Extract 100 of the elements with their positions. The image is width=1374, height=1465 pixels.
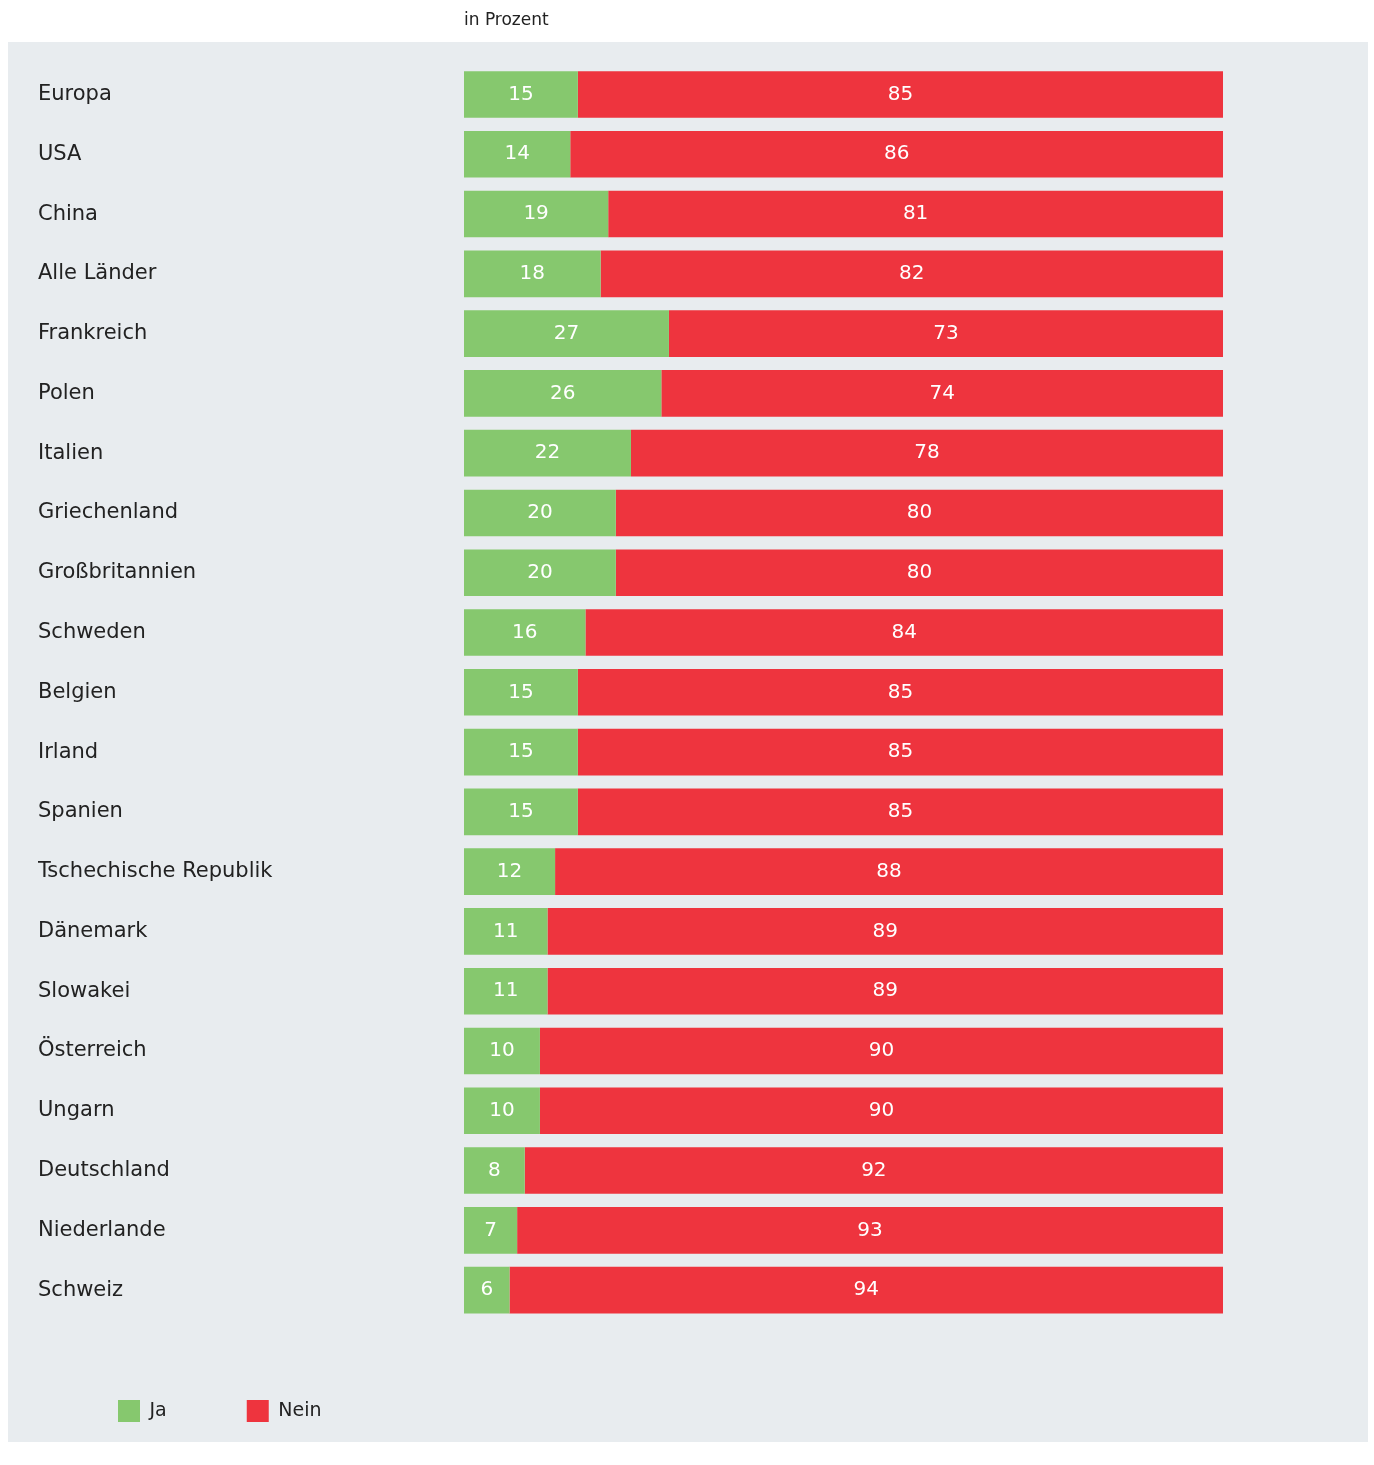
y-tick-label: Deutschland — [38, 1157, 170, 1181]
y-tick-label: Österreich — [38, 1036, 147, 1062]
bar — [464, 370, 662, 417]
bar — [517, 1207, 1223, 1254]
data-label: 86 — [883, 140, 910, 165]
data-label: 15 — [508, 738, 534, 763]
bar — [577, 71, 1223, 118]
bar — [464, 1027, 540, 1075]
y-tick-label: Alle Länder — [38, 260, 157, 285]
bar — [464, 1087, 540, 1135]
bar — [509, 1266, 1223, 1314]
bar — [585, 609, 1223, 656]
y-tick-label: Schweden — [38, 618, 146, 643]
data-label: 90 — [868, 1037, 895, 1062]
data-label: 18 — [519, 260, 546, 285]
y-tick-label: Spanien — [38, 798, 123, 823]
data-label: 22 — [534, 439, 561, 464]
data-label: 11 — [493, 917, 519, 942]
data-label: 89 — [872, 917, 898, 942]
y-tick-label: Niederlande — [38, 1216, 166, 1241]
data-label: 85 — [887, 798, 914, 823]
bar — [464, 728, 578, 776]
data-label: 74 — [929, 379, 955, 404]
bar — [615, 489, 1223, 537]
bar — [464, 130, 571, 178]
bar — [464, 71, 578, 118]
y-tick-label: Ungarn — [38, 1097, 115, 1122]
data-label: 19 — [523, 200, 549, 225]
data-label: 10 — [489, 1037, 515, 1062]
data-label: 15 — [508, 798, 534, 823]
y-tick-label: Schweiz — [38, 1276, 124, 1301]
data-label: 93 — [857, 1216, 883, 1241]
data-label: 84 — [891, 618, 917, 643]
bar — [547, 908, 1223, 955]
bar — [539, 1027, 1223, 1075]
bar — [464, 788, 578, 836]
bar — [577, 728, 1223, 776]
bar — [615, 549, 1223, 597]
bar — [630, 429, 1223, 477]
data-label: 27 — [553, 319, 580, 344]
y-tick-label: Großbritannien — [38, 559, 197, 584]
data-label: 89 — [872, 977, 898, 1002]
data-label: 16 — [511, 618, 538, 643]
data-label: 15 — [508, 678, 534, 703]
bar — [464, 848, 556, 895]
data-label: 81 — [902, 200, 929, 225]
data-label: 80 — [906, 499, 933, 524]
bar — [464, 489, 616, 537]
y-tick-label: Europa — [38, 80, 112, 105]
data-label: 78 — [914, 439, 940, 464]
bar — [464, 908, 548, 955]
y-tick-label: Belgien — [38, 678, 117, 703]
legend-label: Nein — [278, 1397, 322, 1420]
chart-subtitle: in Prozent — [463, 8, 550, 31]
bar — [464, 1147, 525, 1194]
data-label: 73 — [933, 319, 959, 344]
data-label: 26 — [549, 379, 576, 404]
bar — [600, 250, 1223, 298]
data-label: 20 — [527, 499, 553, 524]
data-label: 10 — [489, 1096, 515, 1121]
bar — [577, 668, 1223, 716]
data-label: 15 — [508, 80, 534, 105]
data-label: 85 — [887, 80, 914, 105]
bar — [524, 1147, 1223, 1194]
data-label: 90 — [868, 1096, 895, 1121]
data-label: 94 — [853, 1276, 879, 1301]
bar — [661, 370, 1223, 417]
y-tick-label: Frankreich — [38, 320, 148, 345]
bar — [464, 429, 631, 477]
bar — [668, 310, 1223, 357]
legend-label: Ja — [148, 1397, 167, 1420]
bar — [464, 190, 609, 238]
bar — [608, 190, 1223, 238]
y-tick-label: China — [38, 200, 98, 225]
bar — [464, 609, 586, 656]
y-tick-label: Polen — [38, 379, 95, 404]
y-tick-label: Dänemark — [38, 917, 149, 942]
data-label: 20 — [527, 558, 553, 583]
data-label: 85 — [887, 678, 914, 703]
y-tick-label: Tschechische Republik — [37, 858, 274, 883]
y-tick-label: Griechenland — [38, 499, 179, 524]
bar — [464, 1266, 510, 1314]
bar — [464, 668, 578, 716]
bar — [547, 967, 1223, 1015]
y-tick-label: Irland — [38, 738, 99, 763]
data-label: 6 — [480, 1276, 494, 1301]
bar — [539, 1087, 1223, 1135]
y-tick-label: Slowakei — [38, 977, 131, 1002]
data-label: 12 — [496, 857, 523, 882]
bar — [464, 250, 601, 298]
data-label: 7 — [484, 1216, 497, 1241]
y-tick-label: USA — [38, 140, 83, 165]
bar — [464, 549, 616, 597]
bar — [464, 310, 669, 357]
y-tick-label: Italien — [38, 439, 104, 464]
data-label: 88 — [876, 857, 902, 882]
data-label: 11 — [493, 977, 519, 1002]
data-label: 92 — [861, 1156, 887, 1181]
data-label: 82 — [899, 260, 925, 285]
bar — [555, 848, 1223, 895]
